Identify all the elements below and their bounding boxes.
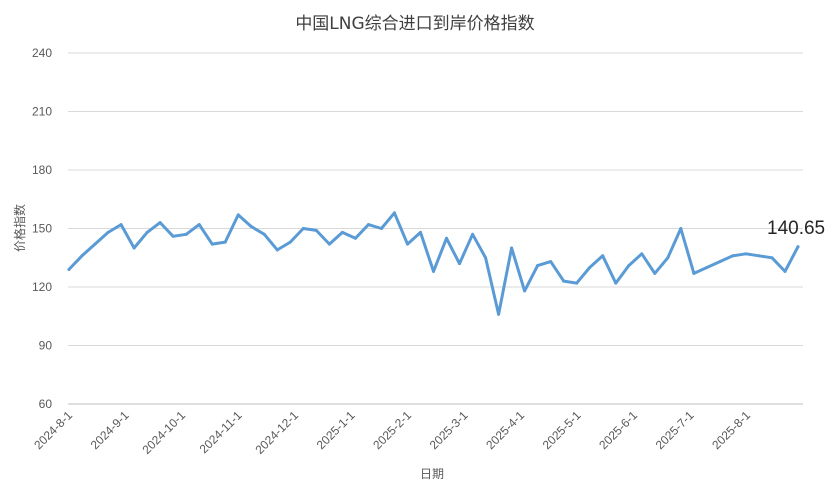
- data-point: [666, 256, 670, 260]
- x-tick-label: 2025-2-1: [370, 408, 414, 452]
- data-point: [731, 254, 735, 258]
- data-point: [757, 254, 761, 258]
- data-point: [275, 248, 279, 252]
- data-point: [627, 264, 631, 268]
- data-point: [262, 232, 266, 236]
- data-point: [510, 246, 514, 250]
- data-point: [340, 230, 344, 234]
- data-point: [184, 232, 188, 236]
- series-group: [67, 211, 800, 316]
- x-tick-label: 2025-7-1: [653, 408, 697, 452]
- data-point: [379, 227, 383, 230]
- x-tick-label: 2024-8-1: [31, 408, 75, 452]
- x-tick-label: 2025-6-1: [596, 408, 640, 452]
- data-point: [314, 228, 318, 232]
- data-point: [614, 281, 618, 285]
- data-point: [145, 230, 149, 234]
- data-point: [692, 271, 696, 275]
- data-point: [67, 267, 71, 271]
- data-point: [171, 234, 175, 238]
- x-tick-label: 2025-1-1: [314, 408, 358, 452]
- y-axis-title: 价格指数: [12, 204, 27, 252]
- chart-title: 中国LNG综合进口到岸价格指数: [295, 14, 534, 34]
- data-point: [640, 252, 644, 256]
- data-point: [223, 240, 227, 244]
- data-point: [158, 221, 162, 225]
- data-point: [432, 269, 435, 273]
- data-point: [653, 271, 657, 275]
- y-tick-label: 150: [32, 222, 52, 236]
- data-point: [796, 245, 800, 249]
- data-point: [249, 225, 253, 229]
- data-point: [392, 211, 396, 215]
- data-point: [705, 266, 709, 269]
- x-axis-title: 日期: [420, 467, 444, 481]
- data-point: [119, 223, 123, 227]
- x-tick-label: 2024-10-1: [140, 408, 189, 457]
- data-point: [497, 312, 501, 316]
- y-tick-labels: 60 90 120 150 180 210 240: [32, 46, 52, 411]
- x-tick-label: 2024-9-1: [88, 408, 132, 452]
- data-point: [353, 236, 357, 240]
- data-point: [679, 227, 683, 230]
- data-point: [549, 260, 553, 264]
- x-tick-labels: 2024-8-1 2024-9-1 2024-10-1 2024-11-1 2024-1…: [31, 408, 753, 457]
- data-point: [210, 242, 214, 246]
- data-point: [197, 223, 201, 227]
- y-tick-label: 60: [39, 397, 53, 411]
- data-point: [601, 254, 605, 258]
- data-point: [575, 281, 579, 285]
- gridlines: [68, 52, 803, 405]
- x-tick-label: 2024-12-1: [253, 408, 302, 457]
- data-point: [783, 269, 787, 273]
- data-point: [301, 227, 305, 230]
- data-point: [458, 262, 462, 266]
- data-point: [718, 260, 722, 264]
- x-tick-label: 2025-3-1: [427, 408, 471, 452]
- y-tick-label: 240: [32, 46, 52, 60]
- data-point: [106, 230, 110, 234]
- y-tick-label: 120: [32, 280, 52, 294]
- y-tick-label: 90: [39, 339, 53, 353]
- data-point: [327, 242, 331, 246]
- data-point: [484, 256, 488, 260]
- data-point: [445, 236, 449, 240]
- data-point: [236, 213, 240, 217]
- data-point: [744, 252, 748, 256]
- data-point: [405, 242, 409, 246]
- y-tick-label: 180: [32, 163, 52, 177]
- x-tick-label: 2024-11-1: [197, 408, 245, 456]
- data-point: [80, 254, 84, 258]
- x-tick-label: 2025-5-1: [540, 408, 584, 452]
- y-tick-label: 210: [32, 105, 52, 119]
- x-tick-label: 2025-4-1: [483, 408, 527, 452]
- data-point: [288, 240, 292, 244]
- data-point: [588, 266, 592, 269]
- data-point: [93, 242, 97, 246]
- data-point: [471, 232, 475, 236]
- data-point: [366, 223, 370, 227]
- data-point: [418, 230, 422, 234]
- data-point: [523, 289, 527, 293]
- x-tick-label: 2025-8-1: [709, 408, 753, 452]
- data-point: [132, 246, 136, 250]
- last-value-label: 140.65: [767, 218, 825, 239]
- data-point: [562, 279, 566, 283]
- data-point: [536, 264, 540, 268]
- data-point: [770, 256, 774, 260]
